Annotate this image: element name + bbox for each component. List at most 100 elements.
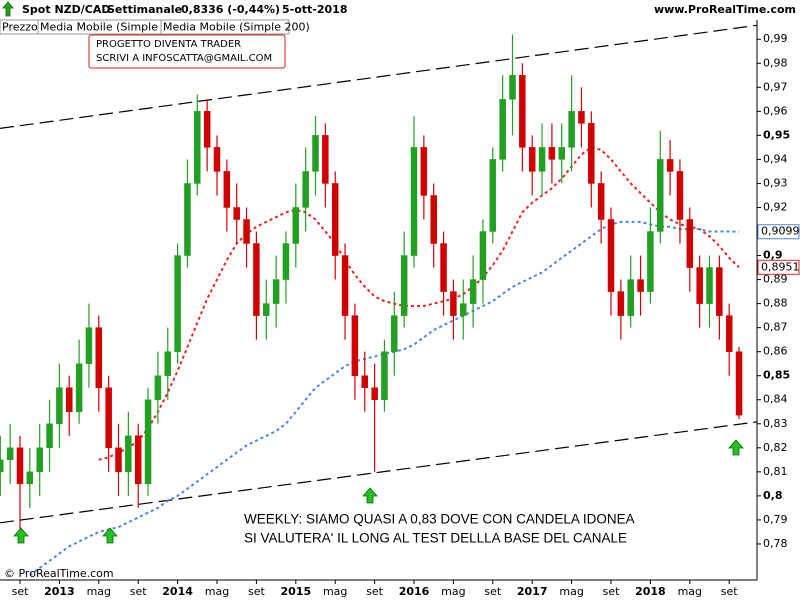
candle-body xyxy=(528,147,536,172)
x-tick-label: mag xyxy=(87,585,111,598)
candle-body xyxy=(509,75,516,100)
x-tick-label: set xyxy=(248,585,265,598)
candle-body xyxy=(617,291,625,316)
candle-body xyxy=(666,159,674,172)
x-tick-label: 2016 xyxy=(399,585,430,598)
candle-body xyxy=(607,219,615,292)
candle-body xyxy=(538,147,546,172)
candle-body xyxy=(243,219,250,244)
candle-body xyxy=(164,351,171,376)
value-label: 0,8951 xyxy=(761,260,800,273)
candle-body xyxy=(203,111,211,148)
value-label: 0,9099 xyxy=(761,225,800,238)
timeframe: Settimanale xyxy=(107,3,182,16)
candle-body xyxy=(85,327,93,364)
candle-body xyxy=(233,207,240,220)
candle-body xyxy=(578,111,585,124)
candle-body xyxy=(627,279,634,316)
x-tick-label: mag xyxy=(323,585,347,598)
header-bar xyxy=(0,0,800,19)
copyright: © ProRealTime.com xyxy=(4,567,114,580)
candle-body xyxy=(597,183,605,220)
candle-body xyxy=(282,243,290,280)
candle-body xyxy=(331,183,339,256)
candle-body xyxy=(499,99,506,160)
candle-body xyxy=(479,231,487,280)
x-tick-label: 2014 xyxy=(162,585,193,598)
candle-body xyxy=(95,327,103,388)
annotation: WEEKLY: SIAMO QUASI A 0,83 DOVE CON CAND… xyxy=(244,512,635,527)
candle-body xyxy=(410,147,418,256)
y-tick-label: 0,96 xyxy=(763,104,788,117)
candle-body xyxy=(460,303,467,316)
candle-body xyxy=(134,435,142,485)
x-tick-label: set xyxy=(484,585,501,598)
candle-body xyxy=(56,387,63,425)
note-box xyxy=(88,34,286,69)
candle-body xyxy=(46,423,53,449)
y-tick-label: 0,8 xyxy=(763,489,783,502)
candle-body xyxy=(66,387,73,413)
x-tick-label: 2013 xyxy=(44,585,75,598)
y-tick-label: 0,93 xyxy=(763,176,788,189)
candle-body xyxy=(292,207,300,244)
legend-entry: Media Mobile (Simple 50) xyxy=(40,21,180,34)
y-tick-label: 0,78 xyxy=(763,537,788,550)
candle-body xyxy=(223,171,231,208)
candle-body xyxy=(105,387,112,449)
x-tick-label: mag xyxy=(678,585,702,598)
date: 5-ott-2018 xyxy=(282,3,347,16)
source: www.ProRealTime.com xyxy=(654,3,796,16)
candle-body xyxy=(213,147,221,172)
legend-box xyxy=(160,19,290,35)
candle-body xyxy=(36,447,43,473)
x-tick-label: 2015 xyxy=(280,585,311,598)
candle-body xyxy=(351,315,359,376)
candle-body xyxy=(430,195,437,244)
candle-body xyxy=(657,159,664,232)
candle-body xyxy=(450,291,457,316)
y-tick-label: 0,79 xyxy=(763,513,788,526)
signal-arrow xyxy=(362,487,378,504)
last-price: 0,8336 (-0,44%) xyxy=(181,3,280,16)
candle-body xyxy=(647,231,654,292)
y-tick-label: 0,85 xyxy=(763,369,790,382)
x-tick-label: mag xyxy=(441,585,465,598)
candle-body xyxy=(75,363,83,413)
candle-body xyxy=(489,159,497,232)
candle-body xyxy=(391,315,398,352)
candle-body xyxy=(272,279,280,304)
y-tick-label: 0,86 xyxy=(763,345,788,358)
y-tick-label: 0,88 xyxy=(763,297,788,310)
candle-body xyxy=(381,351,388,400)
x-tick-label: set xyxy=(721,585,738,598)
candle-body xyxy=(371,387,378,400)
candle-body xyxy=(420,147,428,196)
candle-body xyxy=(302,171,309,208)
y-tick-label: 0,94 xyxy=(763,152,788,165)
y-tick-label: 0,9 xyxy=(763,249,783,262)
candle-body xyxy=(568,111,575,148)
plot-area: 0,78 0,79 0,8 0,81 0,82 0,83 0,84 0,85 0,86 0,87 0… xyxy=(0,20,790,598)
x-tick-label: 2018 xyxy=(635,585,666,598)
legend-price: Prezzo xyxy=(2,21,38,34)
candle-body xyxy=(519,75,526,148)
x-tick-label: 2017 xyxy=(517,585,548,598)
candle-body xyxy=(6,447,14,461)
y-tick-label: 0,92 xyxy=(763,200,788,213)
y-tick-label: 0,87 xyxy=(763,321,788,334)
y-tick-label: 0,82 xyxy=(763,441,788,454)
x-tick-label: set xyxy=(130,585,147,598)
candle-body xyxy=(0,459,4,473)
x-tick-label: set xyxy=(12,585,29,598)
candle-body xyxy=(184,183,191,256)
candle-body xyxy=(676,171,684,220)
candle-body xyxy=(686,219,694,268)
candle-body xyxy=(26,471,34,485)
candle-body xyxy=(400,255,408,316)
candle-body xyxy=(469,279,477,304)
candle-body xyxy=(253,243,260,316)
candle-body xyxy=(341,255,349,316)
y-tick-label: 0,83 xyxy=(763,417,788,430)
